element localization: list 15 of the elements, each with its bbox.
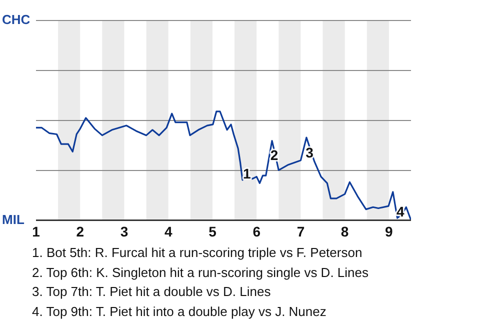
text: CHC: [2, 12, 30, 28]
x-tick-label: 1: [32, 223, 40, 240]
text: 2. Top 6th: K. Singleton hit a run-scoring single vs D. Lines: [32, 264, 369, 282]
x-tick-label: 9: [385, 223, 394, 240]
text: 4. Top 9th: T. Piet hit into a double play vs J. Nunez: [32, 302, 328, 320]
x-tick-label: 8: [340, 223, 349, 240]
x-tick-label: 7: [296, 223, 305, 240]
x-tick-label: 4: [164, 223, 172, 240]
x-tick-label: 6: [252, 223, 261, 240]
x-tick-label: 3: [120, 223, 128, 240]
text: 3. Top 7th: T. Piet hit a double vs D. Lines: [32, 283, 272, 301]
x-tick-label: 2: [76, 223, 84, 240]
text: 1. Bot 5th: R. Furcal hit a run-scoring triple vs F. Peterson: [32, 244, 364, 262]
x-tick-label: 5: [208, 223, 217, 240]
text: MIL: [2, 212, 24, 228]
